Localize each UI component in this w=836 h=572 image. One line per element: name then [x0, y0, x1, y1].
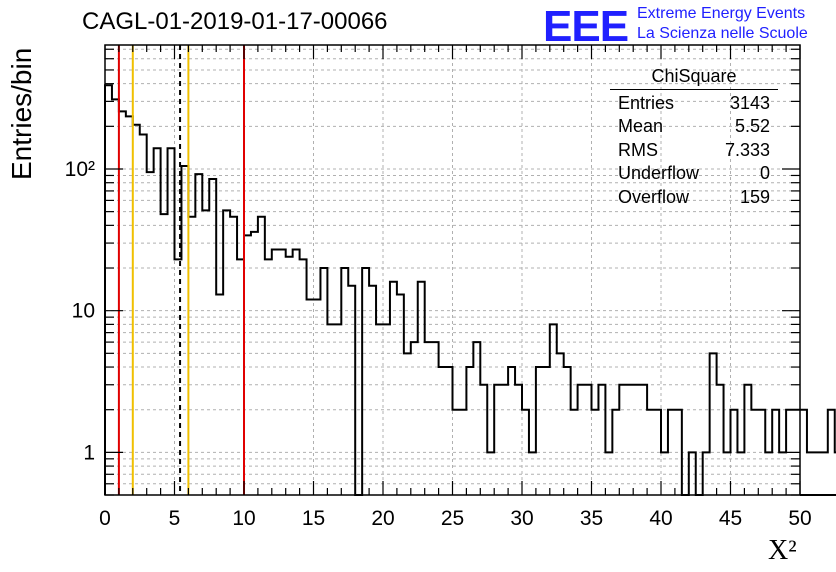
- stats-row-entries: Entries 3143: [610, 92, 778, 115]
- stats-label: RMS: [618, 139, 658, 160]
- axes-frame: [104, 44, 801, 496]
- stats-label: Underflow: [618, 163, 700, 184]
- y-tick-labels: 1 10 10²: [65, 158, 95, 464]
- x-tick-label: 15: [302, 507, 325, 530]
- histogram-outline: [104, 84, 836, 496]
- logo-caption-line1: Extreme Energy Events: [637, 5, 806, 22]
- stats-row-mean: Mean 5.52: [610, 115, 778, 138]
- y-axis-label: Entries/bin: [6, 47, 37, 180]
- x-tick-label: 10: [232, 507, 255, 530]
- logo-caption-line2: La Scienza nelle Scuole: [637, 25, 808, 42]
- y-tick-label: 1: [83, 441, 95, 464]
- stats-box: ChiSquare Entries 3143 Mean 5.52 RMS 7.333 …: [610, 66, 778, 209]
- stats-value: 5.52: [734, 116, 770, 137]
- stats-title: ChiSquare: [610, 66, 778, 90]
- x-tick-label: 0: [99, 507, 111, 530]
- reference-lines: [117, 45, 245, 495]
- x-tick-label: 30: [510, 507, 533, 530]
- histogram-bars: [104, 84, 836, 496]
- x-tick-label: 5: [169, 507, 181, 530]
- y-tick-label: 10: [72, 300, 95, 323]
- x-tick-label: 25: [441, 507, 464, 530]
- x-tick-label: 45: [719, 507, 742, 530]
- x-axis-label: X²: [768, 535, 797, 566]
- stats-row-rms: RMS 7.333: [610, 139, 778, 162]
- y-tick-label: 10²: [65, 158, 95, 181]
- stats-value: 0: [759, 163, 770, 184]
- x-tick-labels: 0 5 10 15 20 25 30 35 40 45 50: [99, 507, 812, 530]
- logo-caption: Extreme Energy Events La Scienza nelle S…: [637, 4, 808, 44]
- stats-value: 3143: [729, 93, 770, 113]
- stats-value: 7.333: [724, 139, 770, 160]
- x-tick-label: 35: [580, 507, 603, 530]
- stats-row-overflow: Overflow 159: [610, 186, 778, 209]
- stats-label: Overflow: [618, 186, 690, 207]
- x-tick-label: 20: [371, 507, 394, 530]
- eee-logo: EEE: [543, 2, 629, 51]
- stats-value: 159: [739, 186, 770, 207]
- x-tick-label: 40: [649, 507, 672, 530]
- stats-label: Mean: [618, 116, 664, 137]
- chart-title: CAGL-01-2019-01-17-00066: [82, 8, 388, 35]
- stats-label: Entries: [618, 93, 675, 113]
- x-tick-label: 50: [788, 507, 811, 530]
- stats-row-underflow: Underflow 0: [610, 162, 778, 185]
